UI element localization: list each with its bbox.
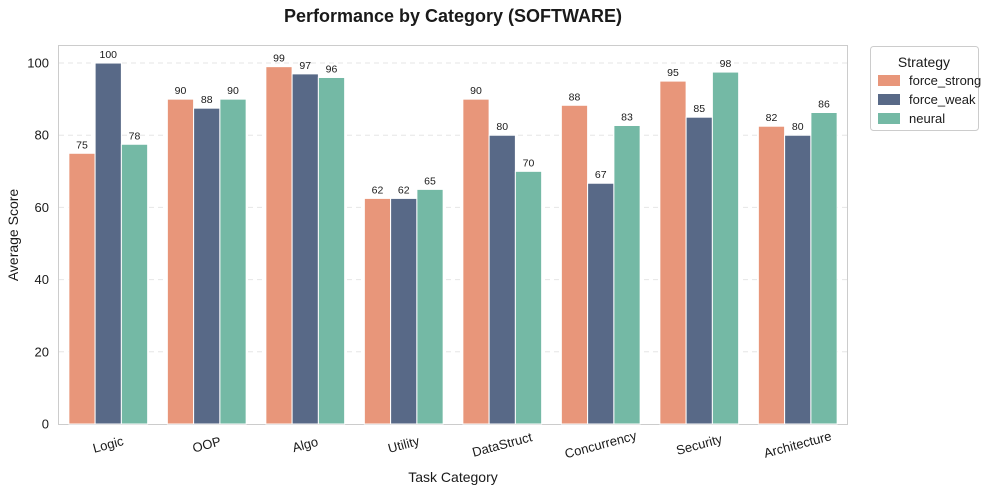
y-tick-label: 60 [35, 200, 49, 215]
bar-neural-oop [219, 98, 247, 425]
data-label-force-strong-algo: 99 [273, 53, 285, 65]
y-tick-label: 40 [35, 272, 49, 287]
data-label-neural-datastruct: 70 [523, 157, 535, 169]
bar-neural-datastruct [514, 170, 543, 425]
x-tick-label-architecture: Architecture [762, 428, 833, 460]
bar-force-strong-architecture [757, 125, 786, 425]
bar-neural-utility [416, 188, 444, 425]
data-label-force-strong-security: 95 [667, 67, 679, 79]
legend-label-neural: neural [909, 111, 945, 126]
bar-neural-logic [120, 143, 149, 425]
data-label-force-weak-architecture: 80 [792, 121, 804, 133]
y-axis-ticks: 0 20 40 60 80 100 [27, 56, 49, 432]
x-tick-label-security: Security [674, 431, 724, 458]
data-label-force-strong-logic: 75 [76, 139, 88, 151]
x-tick-label-concurrency: Concurrency [563, 428, 639, 462]
x-tick-label-utility: Utility [386, 433, 421, 456]
data-label-neural-logic: 78 [129, 130, 141, 142]
bar-force-weak-datastruct [488, 134, 516, 425]
data-label-neural-security: 98 [720, 58, 732, 70]
x-tick-label-oop: OOP [191, 434, 223, 456]
x-tick-label-logic: Logic [91, 433, 125, 456]
legend-swatch-force-weak [878, 94, 900, 105]
legend-label-force-weak: force_weak [909, 92, 976, 107]
data-label-force-strong-oop: 90 [175, 85, 187, 97]
bar-neural-architecture [810, 111, 838, 425]
data-label-force-strong-datastruct: 90 [470, 85, 482, 97]
y-tick-label: 100 [27, 56, 49, 71]
x-tick-label-datastruct: DataStruct [471, 429, 535, 459]
bar-force-weak-utility [390, 197, 418, 425]
y-axis-label: Average Score [5, 189, 21, 282]
x-axis-label: Task Category [408, 469, 497, 485]
y-tick-label: 80 [35, 128, 49, 143]
bar-force-weak-oop [193, 107, 221, 425]
bar-force-weak-algo [291, 73, 319, 425]
bar-force-weak-security [685, 116, 713, 425]
data-label-force-weak-oop: 88 [201, 94, 213, 106]
y-tick-label: 0 [42, 417, 49, 432]
data-label-neural-concurrency: 83 [621, 111, 633, 123]
bar-force-strong-security [659, 80, 687, 425]
bar-force-weak-architecture [784, 134, 812, 425]
data-label-force-weak-concurrency: 67 [595, 169, 607, 181]
data-labels: 75 100 78 90 88 90 99 97 96 62 62 65 90 80 70 88 67 83 95 8… [76, 49, 830, 196]
bar-force-strong-logic [68, 152, 96, 425]
legend-swatch-neural [878, 113, 900, 124]
bar-force-weak-logic [94, 62, 122, 425]
data-label-neural-architecture: 86 [818, 98, 830, 110]
bar-neural-security [711, 71, 740, 425]
legend-title: Strategy [898, 54, 950, 70]
data-label-force-strong-architecture: 82 [766, 112, 778, 124]
legend-box [870, 46, 979, 131]
data-label-neural-algo: 96 [326, 63, 338, 75]
data-label-force-weak-security: 85 [693, 103, 705, 115]
plot-frame [58, 45, 848, 425]
data-label-force-weak-logic: 100 [99, 49, 117, 61]
bar-force-strong-concurrency [560, 104, 589, 425]
data-label-force-weak-utility: 62 [398, 184, 410, 196]
data-label-neural-utility: 65 [424, 175, 436, 187]
bars [68, 62, 838, 425]
x-tick-label-algo: Algo [291, 434, 320, 455]
data-label-force-weak-datastruct: 80 [496, 121, 508, 133]
bar-force-strong-datastruct [462, 98, 490, 425]
data-label-force-strong-concurrency: 88 [569, 91, 581, 103]
data-label-force-strong-utility: 62 [372, 184, 384, 196]
x-axis-ticks: Logic OOP Algo Utility DataStruct Concurrency… [91, 428, 833, 462]
legend-swatch-force-strong [878, 75, 900, 86]
bar-neural-algo [317, 76, 346, 425]
bar-force-strong-utility [363, 197, 392, 425]
bar-neural-concurrency [613, 124, 641, 425]
data-label-force-weak-algo: 97 [299, 60, 311, 72]
bar-force-weak-concurrency [587, 182, 615, 425]
bar-force-strong-algo [265, 66, 293, 425]
chart-title: Performance by Category (SOFTWARE) [284, 6, 622, 26]
legend-label-force-strong: force_strong [909, 73, 981, 88]
data-label-neural-oop: 90 [227, 85, 239, 97]
bar-force-strong-oop [166, 98, 195, 425]
y-tick-label: 20 [35, 344, 49, 359]
